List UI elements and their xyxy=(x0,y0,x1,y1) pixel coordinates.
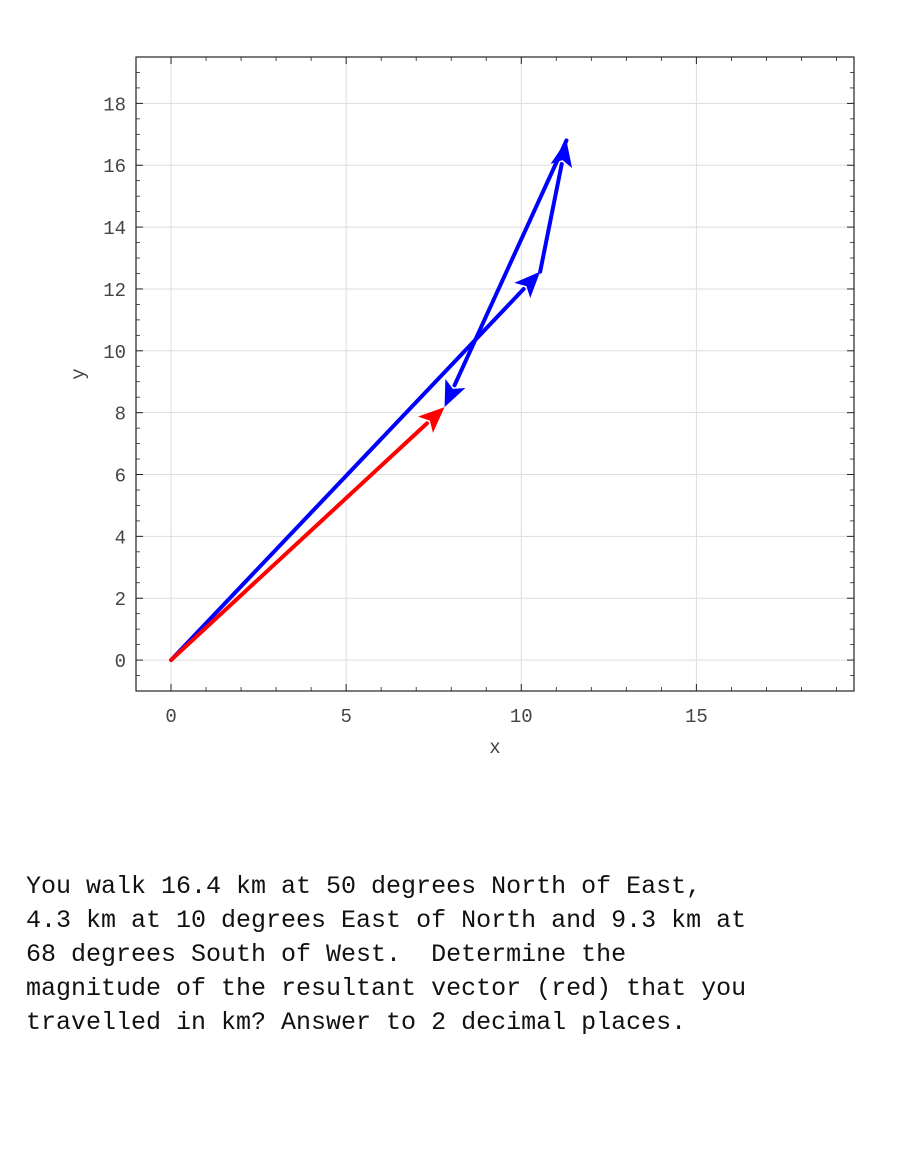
component-vector-arrowhead xyxy=(444,378,466,408)
component-vector-shaft xyxy=(538,162,564,274)
question-line: You walk 16.4 km at 50 degrees North of … xyxy=(26,872,702,901)
vector-chart: 0 5 10 15 0 2 4 6 8 10 12 14 16 18 x y xyxy=(68,56,855,759)
grid xyxy=(136,57,854,691)
question-line: travelled in km? Answer to 2 decimal pla… xyxy=(26,1008,687,1037)
plot-area-background xyxy=(136,57,854,691)
component-vector-shaft xyxy=(452,138,569,388)
plot-frame xyxy=(135,56,855,692)
component-vector-arrowhead xyxy=(514,271,541,299)
y-tick-label: 2 xyxy=(115,589,126,611)
y-tick-label: 14 xyxy=(103,218,126,240)
y-tick-label: 18 xyxy=(103,94,126,116)
x-tick-label: 10 xyxy=(510,706,533,728)
component-vector-shaft xyxy=(169,287,526,663)
resultant-vector-shaft xyxy=(169,421,429,663)
x-tick-label: 15 xyxy=(685,706,708,728)
y-tick-label: 10 xyxy=(103,342,126,364)
y-tick-label: 16 xyxy=(103,156,126,178)
question-line: 68 degrees South of West. Determine the xyxy=(26,940,627,969)
tick-marks xyxy=(135,56,854,692)
y-axis-label: y xyxy=(68,368,90,379)
question-line: 4.3 km at 10 degrees East of North and 9… xyxy=(26,906,747,935)
component-vector xyxy=(169,271,541,663)
x-tick-labels: 0 5 10 15 xyxy=(165,706,707,728)
y-tick-labels: 0 2 4 6 8 10 12 14 16 18 xyxy=(103,94,126,673)
x-tick-label: 5 xyxy=(340,706,351,728)
y-tick-label: 4 xyxy=(115,527,126,549)
resultant-vector xyxy=(169,407,445,663)
question-line: magnitude of the resultant vector (red) … xyxy=(26,974,747,1003)
question-text: You walk 16.4 km at 50 degrees North of … xyxy=(26,870,886,1040)
y-tick-label: 12 xyxy=(103,280,126,302)
y-tick-label: 8 xyxy=(115,404,126,426)
vectors xyxy=(169,138,573,663)
component-vector xyxy=(444,138,569,408)
y-tick-label: 0 xyxy=(115,651,126,673)
x-tick-label: 0 xyxy=(165,706,176,728)
y-tick-label: 6 xyxy=(115,466,126,488)
resultant-vector-arrowhead xyxy=(418,407,445,433)
x-axis-label: x xyxy=(489,737,500,759)
